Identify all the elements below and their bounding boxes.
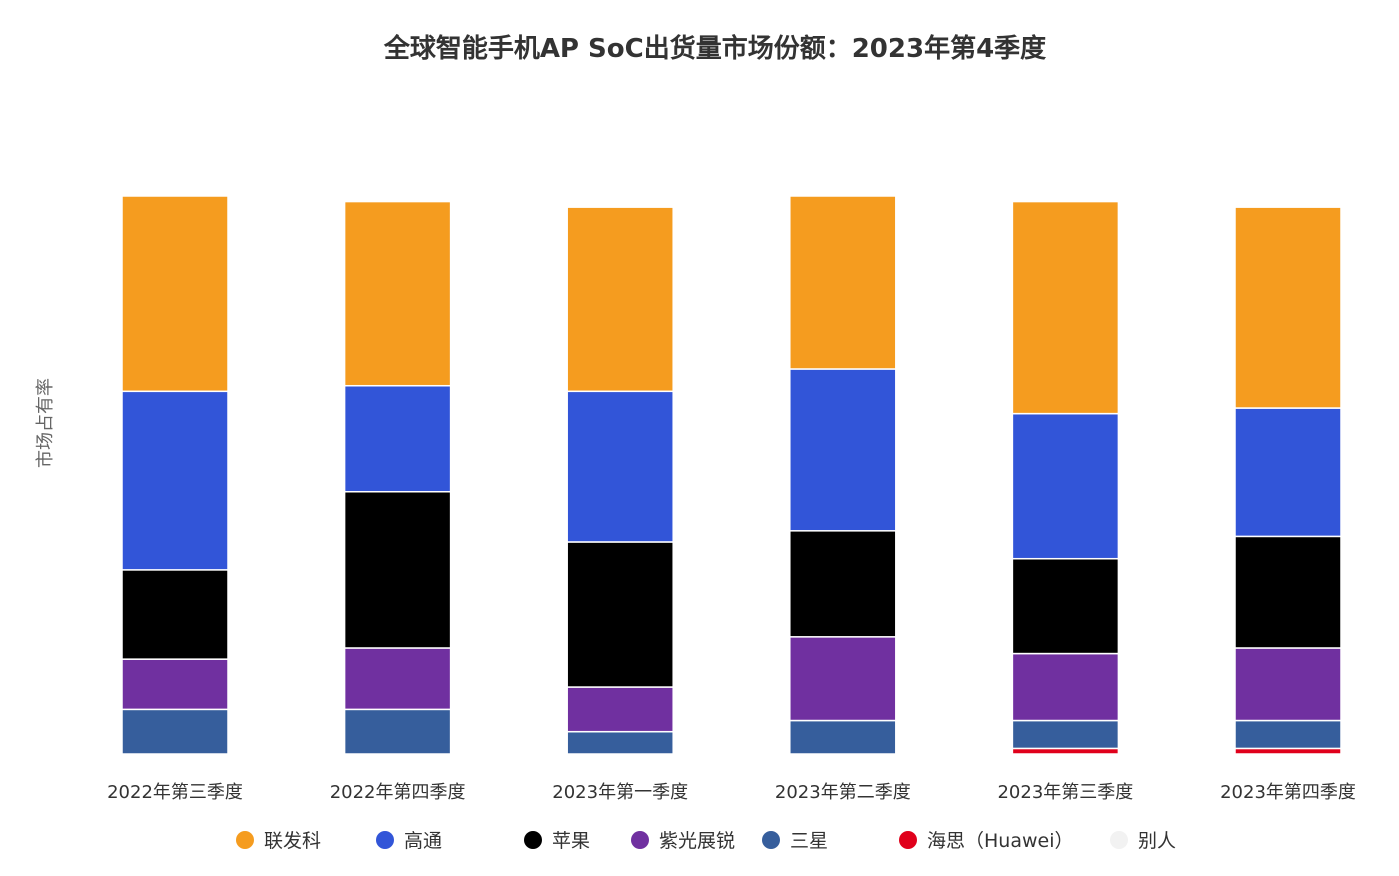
legend-label: 苹果	[552, 830, 591, 852]
legend-swatch	[1110, 830, 1128, 849]
bar-segment-4-1	[343, 490, 452, 649]
bar-segment-4-4	[1011, 557, 1120, 655]
bar-segment-5-3	[789, 368, 897, 532]
legend-item[interactable]: 别人	[1110, 826, 1176, 853]
bar-segment-5-2	[566, 390, 674, 543]
bar-segment-1-5	[1234, 747, 1342, 755]
bar-segment-3-4	[1011, 652, 1120, 722]
legend-item[interactable]: 苹果	[524, 826, 590, 853]
bar-segment-1-4	[1011, 747, 1120, 755]
chart-legend: 联发科 高通 苹果 紫光展锐 三星 海思（Huawei） 别人	[0, 826, 1399, 856]
bar-segment-4-5	[1234, 535, 1342, 649]
bar-segment-3-2	[566, 686, 674, 733]
legend-label: 紫光展锐	[659, 830, 736, 852]
bar-segment-3-1	[343, 647, 452, 711]
bar-segment-2-0	[121, 708, 229, 755]
legend-swatch	[899, 830, 917, 849]
legend-label: 联发科	[264, 830, 322, 852]
x-tick-label: 2023年第三季度	[997, 782, 1133, 803]
bar-segment-5-0	[121, 390, 229, 571]
chart-title: 全球智能手机AP SoC出货量市场份额：2023年第4季度	[383, 34, 1047, 64]
legend-swatch	[376, 830, 394, 849]
bar-segment-6-4	[1011, 200, 1120, 415]
bar-segment-6-2	[566, 206, 674, 393]
legend-item[interactable]: 联发科	[236, 826, 321, 853]
legend-label: 别人	[1138, 830, 1177, 852]
bar-segment-6-0	[121, 195, 229, 393]
x-tick-label: 2023年第四季度	[1220, 782, 1356, 803]
bar-segment-2-3	[789, 719, 897, 755]
bar-segment-3-5	[1234, 647, 1342, 722]
legend-item[interactable]: 海思（Huawei）	[899, 826, 1073, 853]
bar-segment-5-4	[1011, 412, 1120, 560]
bar-segment-5-1	[343, 384, 452, 493]
bar-segment-6-1	[343, 200, 452, 387]
legend-label: 海思（Huawei）	[927, 830, 1074, 852]
bar-segment-2-2	[566, 730, 674, 755]
legend-label: 三星	[790, 830, 829, 852]
legend-swatch	[762, 830, 780, 849]
bar-segment-6-3	[789, 195, 897, 370]
legend-item[interactable]: 紫光展锐	[631, 826, 735, 853]
x-tick-label: 2022年第四季度	[330, 782, 466, 803]
legend-label: 高通	[404, 830, 443, 852]
bar-segment-6-5	[1234, 206, 1342, 409]
legend-swatch	[524, 830, 542, 849]
bar-segment-4-3	[789, 530, 897, 638]
bar-segment-4-2	[566, 541, 674, 688]
bar-segment-3-0	[121, 658, 229, 711]
legend-item[interactable]: 三星	[762, 826, 828, 853]
bar-segment-2-5	[1234, 719, 1342, 750]
x-tick-label: 2023年第一季度	[552, 782, 688, 803]
bar-segment-2-1	[343, 708, 452, 755]
bar-segment-2-4	[1011, 719, 1120, 750]
x-tick-label: 2023年第二季度	[775, 782, 911, 803]
x-tick-label: 2022年第三季度	[107, 782, 243, 803]
legend-swatch	[631, 830, 649, 849]
legend-swatch	[236, 830, 254, 849]
bar-segment-5-5	[1234, 407, 1342, 538]
legend-item[interactable]: 高通	[376, 826, 442, 853]
bar-segment-3-3	[789, 636, 897, 722]
bar-segment-4-0	[121, 569, 229, 660]
